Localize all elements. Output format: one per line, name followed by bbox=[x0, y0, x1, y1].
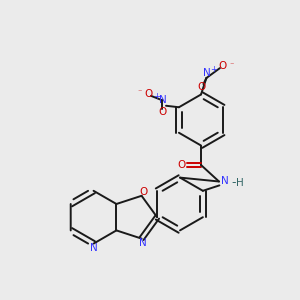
Text: N: N bbox=[158, 95, 166, 105]
Text: ⁻: ⁻ bbox=[230, 60, 234, 69]
Text: N: N bbox=[139, 238, 147, 248]
Text: O: O bbox=[139, 187, 147, 197]
Text: +: + bbox=[211, 64, 217, 74]
Text: O: O bbox=[158, 107, 166, 117]
Text: N: N bbox=[221, 176, 229, 187]
Text: N: N bbox=[202, 68, 210, 78]
Text: +: + bbox=[153, 92, 160, 101]
Text: H: H bbox=[236, 178, 243, 188]
Text: ⁻: ⁻ bbox=[138, 88, 142, 97]
Text: O: O bbox=[177, 160, 186, 170]
Text: O: O bbox=[219, 61, 227, 71]
Text: O: O bbox=[198, 82, 206, 92]
Text: -: - bbox=[232, 176, 236, 189]
Text: N: N bbox=[90, 243, 98, 254]
Text: O: O bbox=[145, 89, 153, 99]
